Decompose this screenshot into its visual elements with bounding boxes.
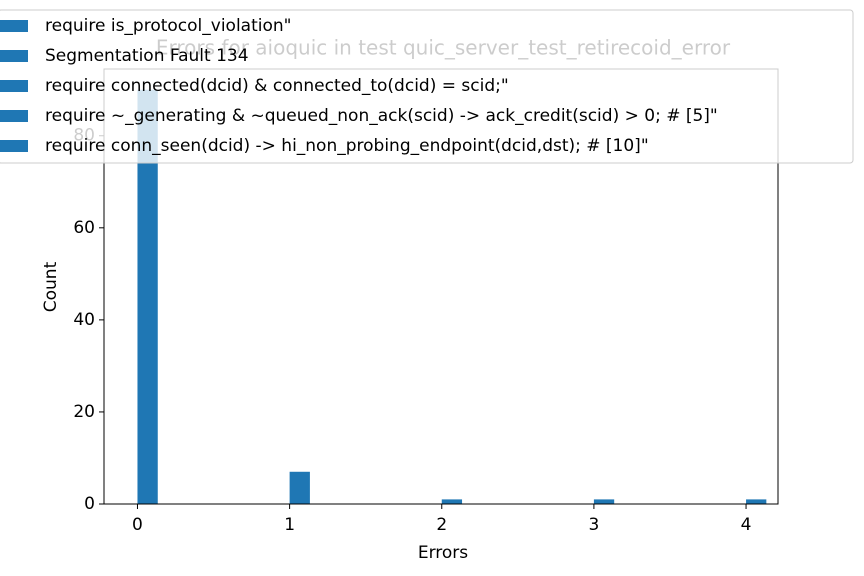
x-tick-label: 0 [132, 515, 143, 535]
legend-swatch [0, 110, 28, 122]
x-tick-label: 1 [284, 515, 295, 535]
legend-box [0, 9, 854, 164]
legend-swatch [0, 80, 28, 92]
bar [746, 499, 767, 504]
y-tick-label: 40 [73, 310, 95, 330]
legend-label: require conn_seen(dcid) -> hi_non_probin… [45, 136, 649, 156]
x-tick-label: 3 [588, 515, 599, 535]
y-tick-label: 20 [73, 402, 95, 422]
bar [441, 499, 463, 504]
y-axis-label: Count [41, 261, 61, 312]
bar [289, 471, 310, 504]
bar [137, 89, 158, 504]
y-tick-label: 60 [73, 218, 95, 238]
x-tick-label: 2 [436, 515, 447, 535]
x-axis-label: Errors [418, 543, 468, 563]
legend-label: Segmentation Fault 134 [45, 46, 249, 66]
x-tick-label: 4 [741, 515, 752, 535]
y-tick-label: 0 [84, 494, 95, 514]
legend-label: require ~_generating & ~queued_non_ack(s… [45, 106, 718, 126]
legend-swatch [0, 140, 28, 152]
legend-swatch [0, 50, 28, 62]
legend-swatch [0, 20, 28, 32]
legend-label: require connected(dcid) & connected_to(d… [45, 76, 509, 96]
legend-label: require is_protocol_violation" [45, 16, 291, 36]
bar [593, 499, 615, 504]
